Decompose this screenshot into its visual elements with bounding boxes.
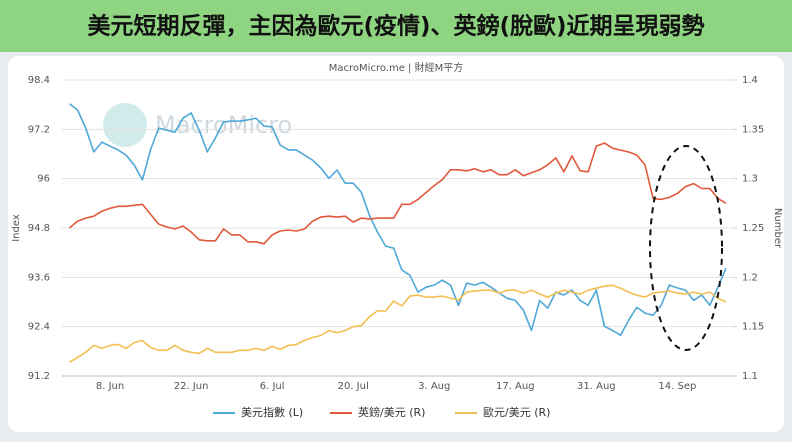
legend-label: 歐元/美元 (R) [483,405,550,419]
x-tick-label: 17. Aug [496,381,535,392]
y-tick-label: 98.4 [28,75,50,86]
y-tick-label: 91.2 [28,371,50,382]
y-tick-label: 92.4 [28,322,50,333]
x-tick-label: 3. Aug [418,381,450,392]
y2-tick-label: 1.1 [742,371,758,382]
y2-tick-label: 1.4 [742,75,758,86]
series-line [69,103,727,337]
highlight-ellipse [649,145,723,351]
y2-tick-label: 1.2 [742,272,758,283]
plot-area: 91.2 92.4 93.6 94.8 96 97.2 98.4 1.1 1.15 1.2 1.25… [28,75,765,419]
chart-title: 美元短期反彈，主因為歐元(疫情)、英鎊(脫歐)近期呈現弱勢 [87,13,704,40]
watermark-logo [103,103,147,147]
x-tick-label: 6. Jul [260,381,285,392]
y-tick-label: 94.8 [28,223,50,234]
chart-panel [8,56,784,432]
y-axis-label: Index [11,214,22,242]
series-line [68,142,727,245]
y-tick-label: 97.2 [28,124,50,135]
y2-tick-label: 1.35 [742,124,764,135]
legend-label: 美元指數 (L) [241,405,303,419]
x-tick-label: 22. Jun [174,381,209,392]
series-line [69,284,727,363]
legend-label: 英鎊/美元 (R) [358,405,425,419]
watermark: MacroMicro [155,111,292,139]
y2-axis-label: Number [772,208,783,249]
x-tick-label: 20. Jul [338,381,369,392]
y2-tick-label: 1.15 [742,322,764,333]
x-tick-label: 31. Aug [577,381,616,392]
header-band [0,0,792,52]
y-tick-label: 93.6 [28,272,50,283]
x-tick-label: 14. Sep [658,381,696,392]
x-tick-label: 8. Jun [96,381,124,392]
y2-tick-label: 1.3 [742,174,758,185]
y2-tick-label: 1.25 [742,223,764,234]
chart-subtitle: MacroMicro.me | 財經M平方 [329,61,463,74]
y-tick-label: 96 [37,174,50,185]
